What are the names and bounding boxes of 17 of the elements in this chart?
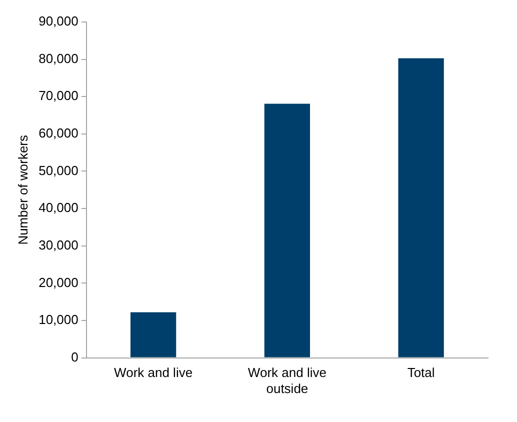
bar bbox=[264, 104, 310, 358]
x-tick-label: Total bbox=[407, 365, 435, 380]
y-tick-label: 40,000 bbox=[38, 200, 78, 216]
x-tick-label: Work and live bbox=[114, 365, 193, 380]
y-tick-label: 60,000 bbox=[38, 126, 78, 141]
y-tick-label: 50,000 bbox=[38, 162, 78, 178]
y-tick-label: 80,000 bbox=[38, 50, 78, 66]
y-tick-label: 70,000 bbox=[38, 88, 78, 104]
y-tick-label: 30,000 bbox=[38, 237, 78, 252]
bar bbox=[130, 312, 176, 358]
y-axis-title: Number of workers bbox=[15, 134, 30, 245]
y-tick-label: 20,000 bbox=[38, 274, 78, 290]
y-tick-label: 0 bbox=[71, 349, 78, 364]
y-tick-label: 90,000 bbox=[38, 14, 78, 29]
x-tick-label: Work and live outside bbox=[248, 365, 326, 396]
y-tick-label: 10,000 bbox=[38, 312, 78, 328]
bar bbox=[398, 58, 444, 358]
